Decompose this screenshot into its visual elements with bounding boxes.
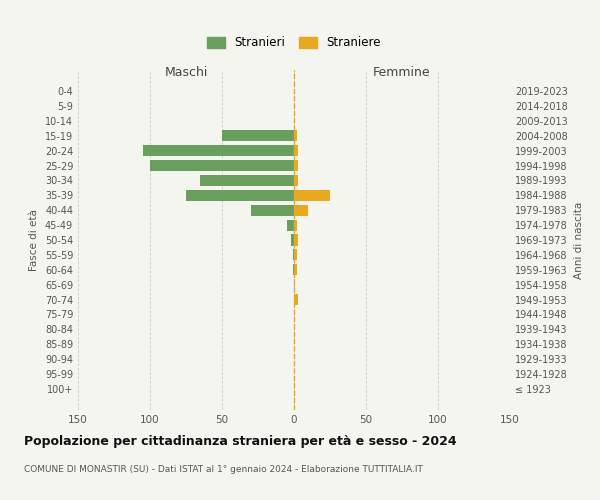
Bar [294, 279, 295, 290]
Legend: Stranieri, Straniere: Stranieri, Straniere [202, 32, 386, 54]
Bar [294, 204, 308, 216]
Bar [294, 190, 330, 201]
Text: Maschi: Maschi [164, 66, 208, 79]
Bar [294, 294, 298, 305]
Bar [143, 145, 294, 156]
Bar [294, 145, 298, 156]
Bar [222, 130, 294, 141]
Bar [294, 264, 297, 276]
Bar [294, 220, 297, 230]
Text: Femmine: Femmine [373, 66, 431, 79]
Bar [251, 204, 294, 216]
Bar [293, 264, 294, 276]
Bar [200, 175, 294, 186]
Bar [150, 160, 294, 171]
Text: Popolazione per cittadinanza straniera per età e sesso - 2024: Popolazione per cittadinanza straniera p… [24, 435, 457, 448]
Text: COMUNE DI MONASTIR (SU) - Dati ISTAT al 1° gennaio 2024 - Elaborazione TUTTITALI: COMUNE DI MONASTIR (SU) - Dati ISTAT al … [24, 465, 423, 474]
Bar [291, 234, 294, 246]
Bar [293, 250, 294, 260]
Y-axis label: Fasce di età: Fasce di età [29, 209, 39, 271]
Y-axis label: Anni di nascita: Anni di nascita [574, 202, 584, 278]
Bar [294, 250, 297, 260]
Bar [186, 190, 294, 201]
Bar [294, 160, 298, 171]
Bar [294, 175, 298, 186]
Bar [294, 234, 298, 246]
Bar [287, 220, 294, 230]
Bar [294, 130, 297, 141]
